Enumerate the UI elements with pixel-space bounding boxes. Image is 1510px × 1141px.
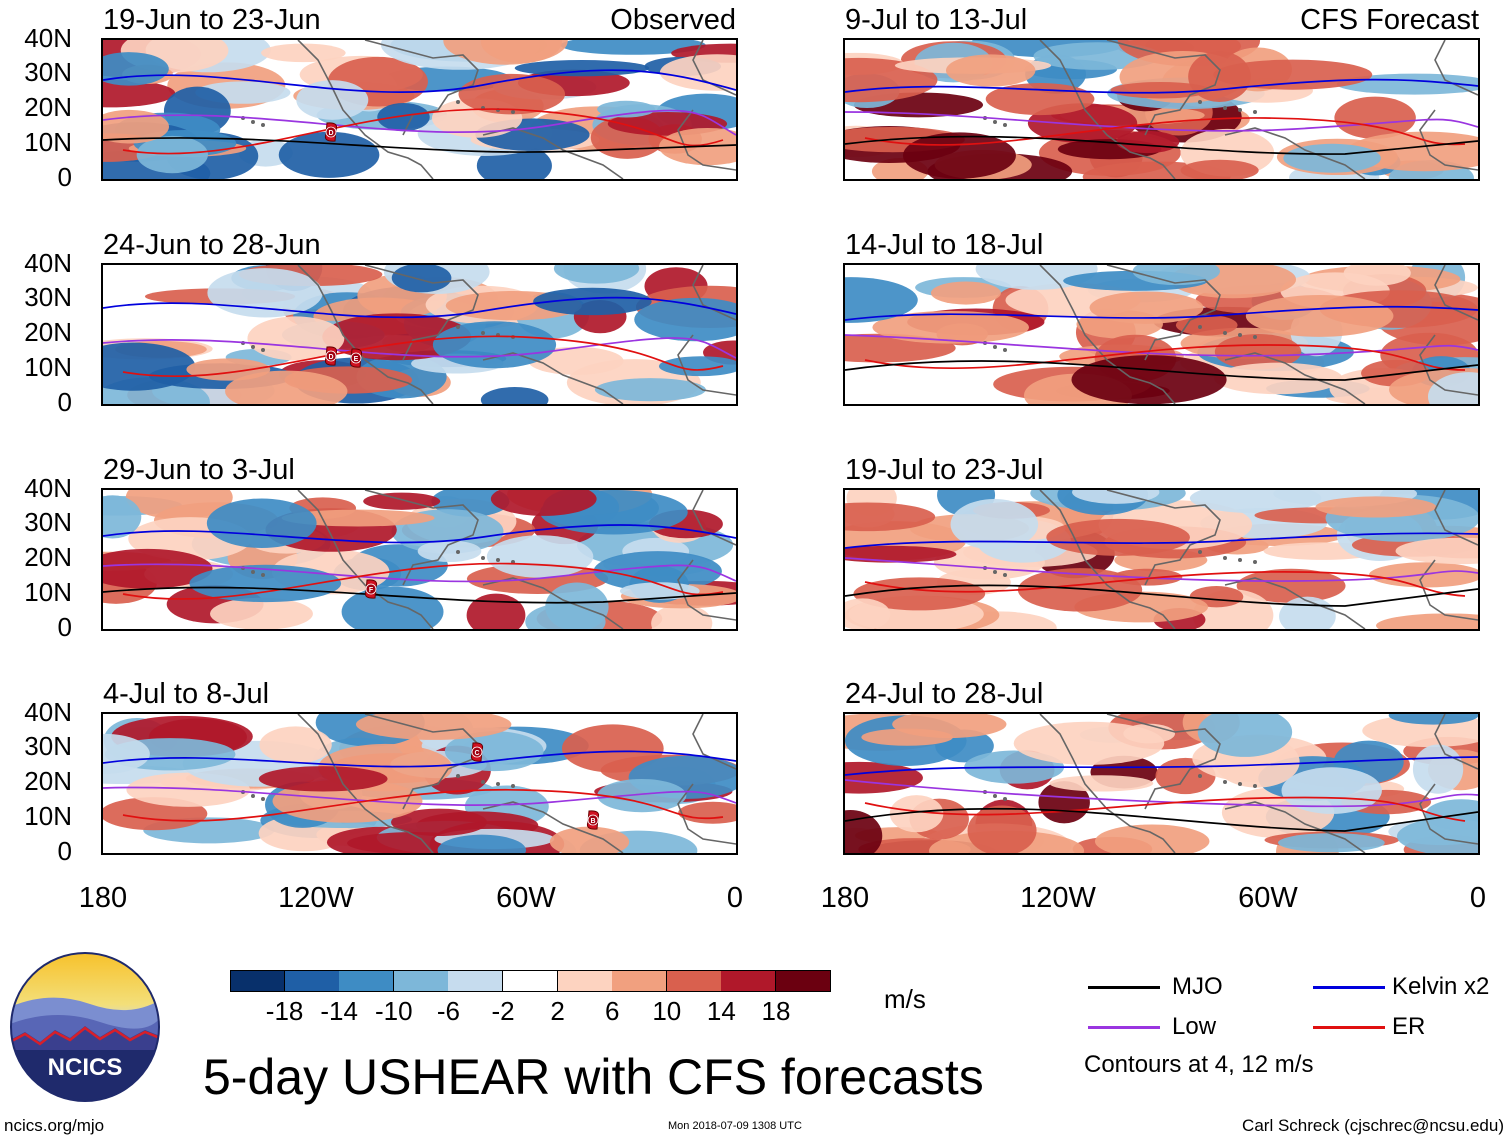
- colorbar-swatch: [503, 970, 559, 992]
- y-tick-label: 0: [57, 387, 72, 417]
- colorbar-tick-label: -18: [265, 996, 304, 1026]
- y-tick-label: 40N: [24, 248, 72, 278]
- colorbar-tick-label: 14: [706, 996, 736, 1026]
- x-tick-label: 0: [1469, 882, 1487, 914]
- x-tick-label: 120W: [278, 882, 354, 914]
- y-tick-label: 10N: [24, 127, 72, 157]
- storm-marker: E: [349, 348, 363, 368]
- y-tick-label: 20N: [24, 542, 72, 572]
- panel-date-label: 4-Jul to 8-Jul: [103, 678, 270, 710]
- panel-date-label: 24-Jun to 28-Jun: [103, 229, 321, 261]
- y-tick-label: 40N: [24, 473, 72, 503]
- ushear-map: F: [101, 488, 738, 631]
- observed-label: Observed: [610, 4, 736, 36]
- panel-date-label: 14-Jul to 18-Jul: [845, 229, 1044, 261]
- legend-mjo-line: [1088, 986, 1160, 989]
- x-tick-label: 0: [726, 882, 744, 914]
- colorbar-tick-label: -6: [436, 996, 460, 1026]
- y-tick-label: 40N: [24, 697, 72, 727]
- colorbar-swatch: [776, 970, 832, 992]
- x-tick-label: 120W: [1020, 882, 1096, 914]
- forecast-label: CFS Forecast: [1300, 4, 1479, 36]
- logo-text: NCICS: [48, 1054, 123, 1081]
- x-tick-label: 180: [78, 882, 128, 914]
- x-tick-label: 60W: [496, 882, 556, 914]
- svg-text:D: D: [328, 354, 333, 361]
- ushear-map: [843, 488, 1480, 631]
- y-tick-label: 10N: [24, 352, 72, 382]
- colorbar-swatch: [339, 970, 395, 992]
- y-tick-label: 30N: [24, 282, 72, 312]
- colorbar-tick-label: 6: [604, 996, 620, 1026]
- colorbar-tick-label: -14: [320, 996, 358, 1026]
- figure-title: 5-day USHEAR with CFS forecasts: [203, 1049, 984, 1105]
- colorbar-swatch: [393, 970, 449, 992]
- legend-low-label: Low: [1172, 1013, 1217, 1040]
- colorbar-units: m/s: [884, 984, 926, 1014]
- storm-marker: B: [586, 810, 600, 830]
- x-tick-label: 60W: [1238, 882, 1298, 914]
- colorbar-swatch: [284, 970, 340, 992]
- y-tick-label: 30N: [24, 57, 72, 87]
- colorbar-swatch: [557, 970, 613, 992]
- y-tick-label: 0: [57, 836, 72, 866]
- svg-text:F: F: [369, 587, 374, 594]
- y-tick-label: 20N: [24, 92, 72, 122]
- colorbar-swatch: [230, 970, 286, 992]
- colorbar-swatch: [666, 970, 722, 992]
- legend-er-line: [1313, 1026, 1385, 1029]
- contour-note: Contours at 4, 12 m/s: [1084, 1051, 1314, 1078]
- svg-text:E: E: [354, 356, 359, 363]
- panel-date-label: 9-Jul to 13-Jul: [845, 4, 1028, 36]
- y-tick-label: 10N: [24, 801, 72, 831]
- colorbar-swatch: [612, 970, 668, 992]
- legend-er-label: ER: [1392, 1013, 1426, 1040]
- author-credit: Carl Schreck (cjschrec@ncsu.edu): [1242, 1116, 1504, 1135]
- colorbar-tick-label: -2: [491, 996, 515, 1026]
- ushear-map: [843, 712, 1480, 855]
- storm-marker: F: [364, 579, 378, 599]
- svg-text:D: D: [328, 130, 333, 137]
- ncics-logo: NCICS: [10, 952, 160, 1102]
- ushear-map: [843, 38, 1480, 181]
- panel-date-label: 19-Jun to 23-Jun: [103, 4, 321, 36]
- svg-text:B: B: [590, 818, 595, 825]
- colorbar-swatch: [721, 970, 777, 992]
- legend-kelvin-line: [1313, 986, 1385, 989]
- colorbar-tick-label: 10: [652, 996, 682, 1026]
- y-tick-label: 0: [57, 162, 72, 192]
- legend-kelvin-label: Kelvin x2: [1392, 973, 1490, 1000]
- colorbar-tick-label: 2: [550, 996, 565, 1026]
- colorbar-tick-label: -10: [375, 996, 413, 1026]
- y-tick-label: 40N: [24, 23, 72, 53]
- storm-marker: D: [324, 346, 338, 366]
- x-tick-label: 180: [820, 882, 870, 914]
- panel-date-label: 19-Jul to 23-Jul: [845, 454, 1044, 486]
- y-tick-label: 30N: [24, 507, 72, 537]
- ushear-map: D: [101, 38, 738, 181]
- legend-low-line: [1088, 1026, 1160, 1029]
- panel-date-label: 24-Jul to 28-Jul: [845, 678, 1044, 710]
- ushear-map: [843, 263, 1480, 406]
- panel-date-label: 29-Jun to 3-Jul: [103, 454, 295, 486]
- storm-marker: C: [470, 742, 484, 762]
- colorbar-tick-label: 18: [761, 996, 791, 1026]
- storm-marker: D: [324, 122, 338, 142]
- svg-text:C: C: [474, 750, 479, 757]
- y-tick-label: 0: [57, 612, 72, 642]
- y-tick-label: 20N: [24, 766, 72, 796]
- y-tick-label: 20N: [24, 317, 72, 347]
- colorbar-swatch: [448, 970, 504, 992]
- legend-mjo-label: MJO: [1172, 973, 1223, 1000]
- y-tick-label: 10N: [24, 577, 72, 607]
- website-link[interactable]: ncics.org/mjo: [4, 1116, 105, 1135]
- y-tick-label: 30N: [24, 731, 72, 761]
- timestamp: Mon 2018-07-09 1308 UTC: [668, 1120, 802, 1132]
